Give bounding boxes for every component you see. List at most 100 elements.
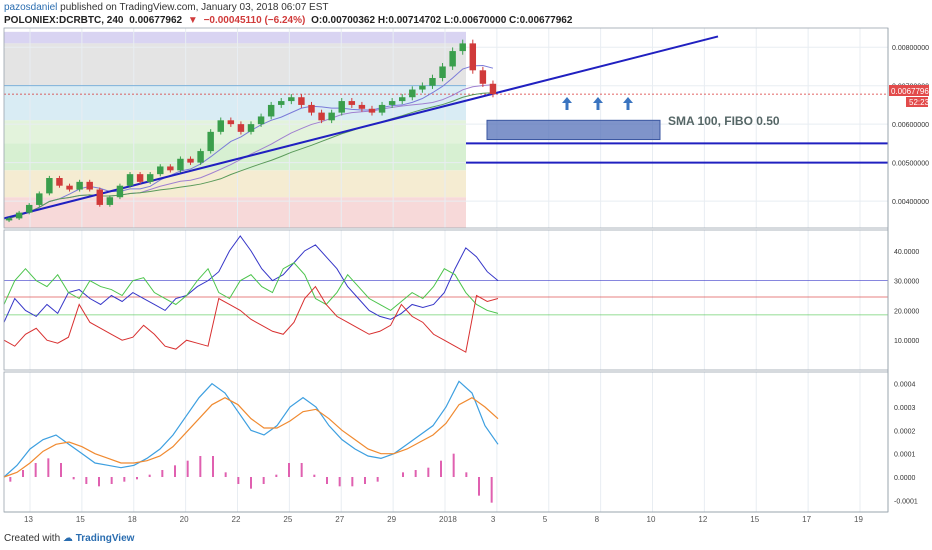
dmi-line-1 (3, 262, 499, 314)
dmi-panel (3, 235, 888, 353)
candle-body (267, 104, 275, 117)
candle-body (96, 189, 104, 205)
macd-y-tick: 0.0003 (894, 405, 916, 412)
fib-zones (4, 31, 466, 228)
fib-zone-2 (4, 85, 466, 121)
price-y-tick: 0.00800000 (892, 45, 929, 52)
svg-text:52:23: 52:23 (909, 98, 930, 107)
x-tick-label: 25 (283, 515, 292, 524)
up-arrows (562, 97, 633, 110)
macd-histogram-bar (123, 477, 126, 482)
fib-zone-3 (4, 120, 466, 144)
candle-body (459, 43, 466, 52)
macd-histogram-bar (338, 477, 341, 487)
x-tick-label: 27 (335, 515, 344, 524)
candle-body (15, 212, 23, 219)
dmi-line-2 (3, 285, 499, 353)
fib-zone-0 (4, 31, 466, 44)
dmi-y-tick: 20.0000 (894, 308, 919, 315)
macd-histogram-bar (490, 477, 493, 503)
candle-body (76, 181, 83, 190)
up-arrow-icon (593, 97, 603, 110)
macd-histogram-bar (465, 472, 468, 477)
tradingview-brand[interactable]: TradingView (75, 533, 135, 544)
macd-histogram-bar (85, 477, 88, 484)
candle-body (378, 104, 386, 113)
macd-line-1 (3, 396, 499, 478)
x-tick-label: 22 (232, 515, 241, 524)
macd-histogram-bar (98, 477, 100, 487)
macd-histogram-bar (364, 477, 366, 484)
panel-frame (3, 371, 889, 513)
tradingview-logo-icon: ☁ (62, 533, 73, 544)
ohlc-values: O:0.00700362 H:0.00714702 L:0.00670000 C… (311, 15, 573, 26)
candle-body (338, 101, 345, 113)
macd-histogram-bar (250, 477, 252, 489)
author-link[interactable]: pazosdaniel (4, 2, 58, 13)
macd-histogram-bar (224, 472, 227, 477)
publish-line: pazosdaniel published on TradingView.com… (4, 2, 328, 13)
x-tick-label: 18 (128, 515, 137, 524)
price-y-tick: 0.00500000 (892, 161, 929, 168)
candle-body (429, 78, 436, 86)
candles (5, 39, 497, 223)
macd-histogram-bar (110, 477, 113, 484)
macd-histogram-bar (478, 477, 480, 496)
candle-body (207, 131, 214, 152)
fib-zone-5 (4, 170, 466, 198)
macd-y-tick: -0.0001 (894, 498, 918, 505)
macd-histogram-bar (262, 477, 265, 484)
candle-body (146, 174, 154, 182)
candle-body (36, 193, 43, 205)
candle-body (388, 101, 396, 105)
candle-body (257, 116, 265, 125)
candle-body (5, 218, 13, 221)
macd-histogram-bar (237, 477, 240, 484)
candle-body (187, 158, 194, 163)
candle-body (116, 185, 124, 198)
last-price-badge: 0.00677962 (891, 87, 932, 96)
candle-body (308, 104, 315, 113)
candle-body (489, 83, 497, 95)
macd-histogram-bar (275, 474, 278, 477)
x-tick-label: 29 (387, 515, 396, 524)
macd-histogram-bar (300, 463, 303, 477)
x-tick-label: 10 (647, 515, 656, 524)
macd-y-tick: 0.0002 (894, 428, 916, 435)
candle-body (46, 178, 53, 194)
macd-histogram-bar (402, 472, 404, 477)
macd-histogram-bar (452, 453, 455, 477)
candle-body (247, 124, 255, 132)
x-tick-label: 15 (750, 515, 759, 524)
candle-body (288, 97, 295, 102)
x-tick-label: 13 (24, 515, 33, 524)
macd-histogram-bar (34, 463, 37, 477)
macd-histogram-bar (47, 458, 50, 477)
candle-body (479, 70, 487, 84)
candle-body (398, 97, 406, 102)
candle-body (136, 174, 144, 182)
up-arrow-icon (562, 97, 572, 110)
macd-histogram-bar (136, 477, 138, 480)
up-arrow-icon (623, 97, 633, 110)
candle-body (318, 112, 325, 121)
candle-body (157, 166, 164, 175)
x-tick-label: 19 (854, 515, 863, 524)
macd-histogram-bar (414, 470, 417, 477)
symbol-label[interactable]: POLONIEX:DCRBTC, 240 (4, 15, 124, 26)
candle-body (177, 158, 184, 171)
panel-frame (3, 229, 889, 371)
price-y-tick: 0.00600000 (892, 122, 929, 129)
fib-zone-6 (4, 197, 466, 228)
svg-text:0.00677962: 0.00677962 (891, 87, 932, 96)
fib-zone-4 (4, 143, 466, 171)
candle-body (439, 66, 446, 78)
footer: Created with ☁ TradingView (4, 533, 134, 544)
created-with-label: Created with (4, 533, 61, 544)
x-tick-label: 17 (802, 515, 811, 524)
x-tick-label: 2018 (439, 515, 457, 524)
macd-histogram-bar (351, 477, 354, 487)
moving-average-2 (8, 92, 493, 219)
candle-body (66, 185, 73, 190)
